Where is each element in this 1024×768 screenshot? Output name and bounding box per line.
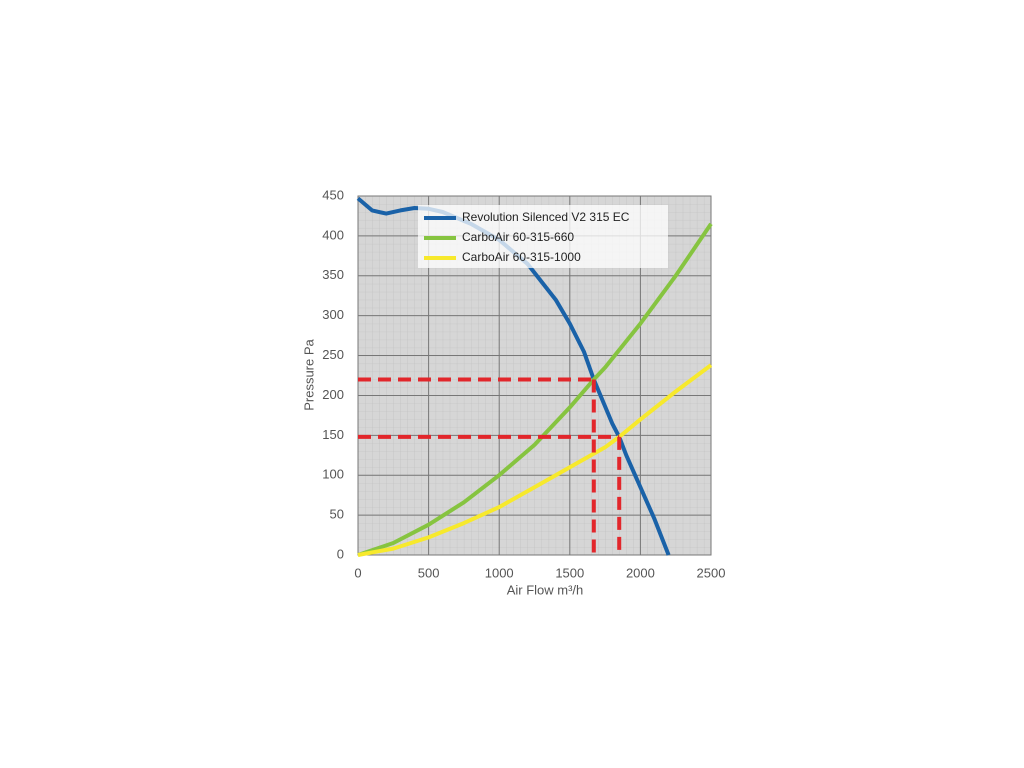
series-line — [357, 222, 713, 557]
y-tick-label: 250 — [322, 347, 344, 362]
legend-label: Revolution Silenced V2 315 EC — [462, 210, 630, 224]
y-tick-label: 400 — [322, 227, 344, 242]
x-tick-label: 0 — [354, 565, 361, 580]
plot-border — [357, 195, 712, 556]
y-axis-label: Pressure Pa — [301, 338, 316, 410]
y-tick-label: 300 — [322, 307, 344, 322]
y-tick-label: 150 — [322, 427, 344, 442]
series-line — [356, 196, 671, 556]
x-axis-label: Air Flow m³/h — [507, 582, 584, 597]
y-tick-label: 200 — [322, 387, 344, 402]
legend-label: CarboAir 60-315-660 — [462, 230, 574, 244]
y-tick-label: 0 — [337, 546, 344, 561]
y-tick-label: 350 — [322, 267, 344, 282]
x-tick-label: 500 — [418, 565, 440, 580]
legend-label: CarboAir 60-315-1000 — [462, 250, 581, 264]
x-tick-label: 2500 — [697, 565, 726, 580]
series-line — [357, 363, 713, 557]
y-tick-label: 450 — [322, 187, 344, 202]
x-tick-label: 1000 — [485, 565, 514, 580]
legend-box — [418, 205, 668, 268]
y-tick-label: 100 — [322, 467, 344, 482]
y-tick-label: 50 — [330, 507, 344, 522]
x-tick-label: 2000 — [626, 565, 655, 580]
x-tick-label: 1500 — [555, 565, 584, 580]
